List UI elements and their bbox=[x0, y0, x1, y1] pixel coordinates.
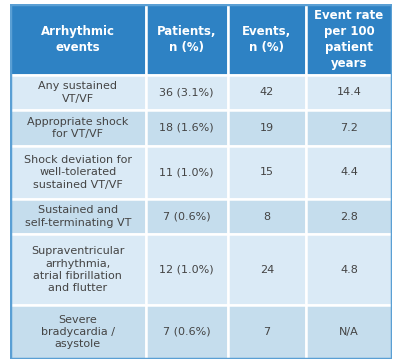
FancyBboxPatch shape bbox=[228, 305, 306, 359]
FancyBboxPatch shape bbox=[228, 75, 306, 110]
Text: 18 (1.6%): 18 (1.6%) bbox=[159, 123, 214, 133]
FancyBboxPatch shape bbox=[306, 110, 392, 146]
FancyBboxPatch shape bbox=[146, 75, 228, 110]
FancyBboxPatch shape bbox=[306, 305, 392, 359]
FancyBboxPatch shape bbox=[146, 146, 228, 199]
FancyBboxPatch shape bbox=[10, 234, 146, 305]
Text: 14.4: 14.4 bbox=[336, 87, 362, 97]
Text: 42: 42 bbox=[260, 87, 274, 97]
FancyBboxPatch shape bbox=[228, 110, 306, 146]
FancyBboxPatch shape bbox=[228, 199, 306, 234]
Text: 4.8: 4.8 bbox=[340, 265, 358, 275]
Text: Patients,
n (%): Patients, n (%) bbox=[157, 25, 216, 54]
FancyBboxPatch shape bbox=[306, 234, 392, 305]
FancyBboxPatch shape bbox=[146, 234, 228, 305]
FancyBboxPatch shape bbox=[10, 4, 146, 75]
Text: 7.2: 7.2 bbox=[340, 123, 358, 133]
Text: 7 (0.6%): 7 (0.6%) bbox=[163, 327, 210, 337]
Text: 19: 19 bbox=[260, 123, 274, 133]
FancyBboxPatch shape bbox=[10, 146, 146, 199]
FancyBboxPatch shape bbox=[228, 234, 306, 305]
FancyBboxPatch shape bbox=[146, 199, 228, 234]
Text: 11 (1.0%): 11 (1.0%) bbox=[160, 167, 214, 177]
Text: Appropriate shock
for VT/VF: Appropriate shock for VT/VF bbox=[27, 116, 128, 139]
Text: Arrhythmic
events: Arrhythmic events bbox=[41, 25, 115, 54]
Text: N/A: N/A bbox=[339, 327, 359, 337]
FancyBboxPatch shape bbox=[306, 146, 392, 199]
FancyBboxPatch shape bbox=[10, 199, 146, 234]
Text: 7 (0.6%): 7 (0.6%) bbox=[163, 211, 210, 222]
Text: 8: 8 bbox=[263, 211, 270, 222]
FancyBboxPatch shape bbox=[228, 146, 306, 199]
Text: 12 (1.0%): 12 (1.0%) bbox=[159, 265, 214, 275]
FancyBboxPatch shape bbox=[10, 75, 146, 110]
Text: 7: 7 bbox=[263, 327, 270, 337]
FancyBboxPatch shape bbox=[146, 4, 228, 75]
FancyBboxPatch shape bbox=[10, 305, 146, 359]
FancyBboxPatch shape bbox=[146, 110, 228, 146]
FancyBboxPatch shape bbox=[306, 4, 392, 75]
Text: 2.8: 2.8 bbox=[340, 211, 358, 222]
Text: Any sustained
VT/VF: Any sustained VT/VF bbox=[38, 81, 117, 104]
Text: 36 (3.1%): 36 (3.1%) bbox=[160, 87, 214, 97]
Text: Shock deviation for
well-tolerated
sustained VT/VF: Shock deviation for well-tolerated susta… bbox=[24, 155, 132, 190]
FancyBboxPatch shape bbox=[10, 110, 146, 146]
Text: 24: 24 bbox=[260, 265, 274, 275]
FancyBboxPatch shape bbox=[306, 75, 392, 110]
Text: Event rate
per 100
patient
years: Event rate per 100 patient years bbox=[314, 9, 384, 70]
FancyBboxPatch shape bbox=[228, 4, 306, 75]
Text: Severe
bradycardia /
asystole: Severe bradycardia / asystole bbox=[41, 314, 115, 349]
Text: 15: 15 bbox=[260, 167, 274, 177]
Text: Events,
n (%): Events, n (%) bbox=[242, 25, 292, 54]
FancyBboxPatch shape bbox=[146, 305, 228, 359]
Text: Supraventricular
arrhythmia,
atrial fibrillation
and flutter: Supraventricular arrhythmia, atrial fibr… bbox=[31, 246, 124, 293]
FancyBboxPatch shape bbox=[306, 199, 392, 234]
Text: 4.4: 4.4 bbox=[340, 167, 358, 177]
Text: Sustained and
self-terminating VT: Sustained and self-terminating VT bbox=[25, 205, 131, 228]
